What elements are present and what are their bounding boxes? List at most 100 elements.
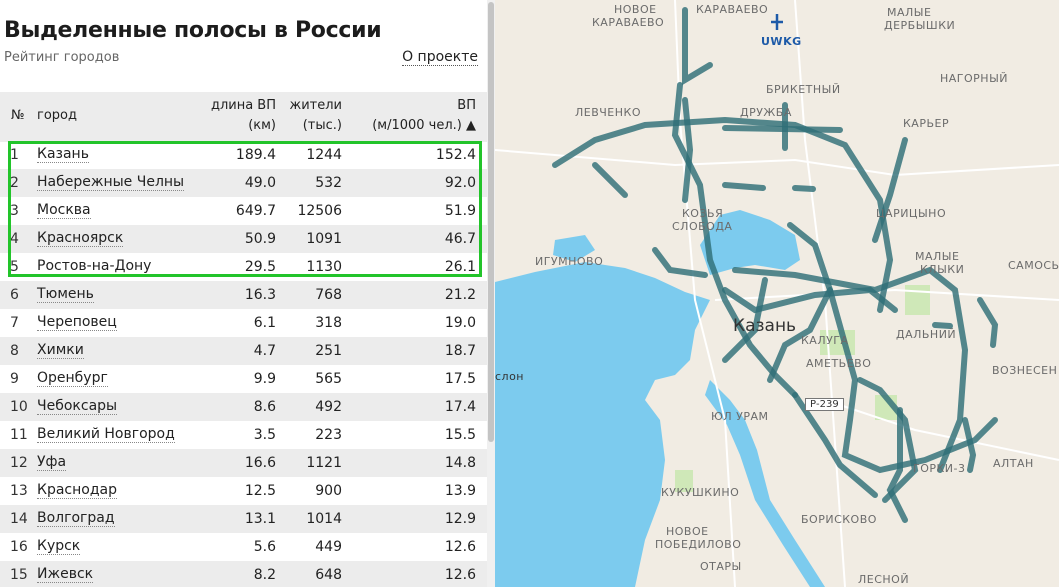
bus-lane	[886, 407, 908, 523]
map-label: ГОРКИ-3	[913, 462, 966, 475]
map-label: ПОБЕДИЛОВО	[655, 538, 742, 551]
row-population: 449	[315, 539, 342, 555]
header-population[interactable]: жители (тыс.)	[290, 96, 343, 136]
park-area	[905, 285, 930, 315]
row-num: 6	[10, 287, 19, 303]
row-population: 223	[315, 427, 342, 443]
row-city[interactable]: Тюмень	[37, 286, 94, 303]
map-label: БРИКЕТНЫЙ	[766, 83, 841, 96]
table-row[interactable]: 2 Набережные Челны 49.0 532 92.0	[0, 169, 487, 197]
table-row[interactable]: 1 Казань 189.4 1244 152.4	[0, 141, 487, 169]
table-row[interactable]: 8 Химки 4.7 251 18.7	[0, 337, 487, 365]
row-population: 318	[315, 315, 342, 331]
row-num: 2	[10, 175, 19, 191]
map-label: КУКУШКИНО	[661, 486, 740, 499]
road	[824, 399, 1059, 461]
row-num: 3	[10, 203, 19, 219]
row-population: 900	[315, 483, 342, 499]
map-label: ОТАРЫ	[700, 560, 742, 573]
table-row[interactable]: 15 Ижевск 8.2 648 12.6	[0, 561, 487, 587]
table-row[interactable]: 14 Волгоград 13.1 1014 12.9	[0, 505, 487, 533]
row-population: 1244	[306, 147, 342, 163]
row-num: 4	[10, 231, 19, 247]
table-row[interactable]: 12 Уфа 16.6 1121 14.8	[0, 449, 487, 477]
lake-water	[553, 235, 595, 262]
row-value: 17.5	[444, 371, 476, 387]
bus-lane	[652, 247, 708, 278]
row-population: 648	[315, 567, 342, 583]
table-row[interactable]: 6 Тюмень 16.3 768 21.2	[0, 281, 487, 309]
row-city[interactable]: Оренбург	[37, 370, 108, 387]
map-label: МАЛЫЕ	[887, 6, 932, 19]
row-num: 12	[10, 455, 28, 471]
bus-lane	[962, 417, 977, 473]
row-city[interactable]: Химки	[37, 342, 84, 359]
row-population: 1014	[306, 511, 342, 527]
header-length[interactable]: длина ВП (км)	[211, 96, 276, 136]
map-label: КАРАВАЕВО	[696, 3, 769, 16]
scrollbar-thumb[interactable]	[488, 2, 494, 442]
about-project-link[interactable]: О проекте	[402, 49, 478, 66]
table-row[interactable]: 5 Ростов-на-Дону 29.5 1130 26.1	[0, 253, 487, 281]
table-row[interactable]: 7 Череповец 6.1 318 19.0	[0, 309, 487, 337]
row-num: 11	[10, 427, 28, 443]
header-num[interactable]: №	[11, 108, 25, 123]
road	[794, 0, 846, 587]
table-row[interactable]: 4 Красноярск 50.9 1091 46.7	[0, 225, 487, 253]
map-label: КАЛУГА	[801, 334, 849, 347]
row-city[interactable]: Уфа	[37, 454, 67, 471]
row-length: 9.9	[253, 371, 276, 387]
row-city[interactable]: Ижевск	[37, 566, 94, 583]
bus-lane	[732, 266, 969, 473]
table-scrollbar[interactable]	[487, 0, 495, 587]
row-city[interactable]: Ростов-на-Дону	[37, 258, 152, 275]
row-city[interactable]: Набережные Челны	[37, 174, 185, 191]
bus-lane	[792, 392, 878, 498]
map-label: КАРЬЕР	[903, 117, 950, 130]
row-num: 16	[10, 539, 28, 555]
row-num: 5	[10, 259, 19, 275]
row-length: 13.1	[244, 511, 276, 527]
row-city[interactable]: Красноярск	[37, 230, 124, 247]
kazan-map[interactable]: НОВОЕ КАРАВАЕВО КАРАВАЕВО UWKG МАЛЫЕ ДЕР…	[495, 0, 1059, 587]
row-city[interactable]: Великий Новгород	[37, 426, 175, 443]
map-label: ДЕРБЫШКИ	[884, 19, 956, 32]
row-population: 1121	[306, 455, 342, 471]
map-label: ДАЛЬНИЙ	[896, 328, 957, 341]
row-value: 46.7	[444, 231, 476, 247]
bus-lane	[552, 116, 894, 313]
row-length: 16.3	[244, 287, 276, 303]
park-area	[675, 470, 693, 492]
city-label: Казань	[733, 316, 797, 336]
row-value: 12.6	[444, 539, 476, 555]
row-city[interactable]: Москва	[37, 202, 91, 219]
row-length: 49.0	[244, 175, 276, 191]
header-length-line2: (км)	[248, 118, 276, 133]
table-row[interactable]: 13 Краснодар 12.5 900 13.9	[0, 477, 487, 505]
row-length: 6.1	[253, 315, 276, 331]
road-shield: Р-239	[805, 398, 844, 411]
row-city[interactable]: Краснодар	[37, 482, 117, 499]
row-value: 14.8	[444, 455, 476, 471]
row-num: 15	[10, 567, 28, 583]
row-city[interactable]: Казань	[37, 146, 89, 163]
table-row[interactable]: 16 Курск 5.6 449 12.6	[0, 533, 487, 561]
map-label: слон	[495, 370, 525, 383]
row-value: 15.5	[444, 427, 476, 443]
row-city[interactable]: Волгоград	[37, 510, 115, 527]
map-label: АМЕТЬЕВО	[806, 357, 872, 370]
header-val-line2: (м/1000 чел.) ▲	[372, 118, 476, 133]
table-row[interactable]: 10 Чебоксары 8.6 492 17.4	[0, 393, 487, 421]
bus-lane	[767, 222, 834, 383]
header-value[interactable]: ВП (м/1000 чел.) ▲	[372, 96, 476, 136]
table-row[interactable]: 9 Оренбург 9.9 565 17.5	[0, 365, 487, 393]
table-row[interactable]: 11 Великий Новгород 3.5 223 15.5	[0, 421, 487, 449]
map-label: НАГОРНЫЙ	[940, 72, 1009, 85]
row-city[interactable]: Череповец	[37, 314, 117, 331]
row-length: 8.6	[253, 399, 276, 415]
row-city[interactable]: Чебоксары	[37, 398, 118, 415]
table-row[interactable]: 3 Москва 649.7 12506 51.9	[0, 197, 487, 225]
row-length: 4.7	[253, 343, 276, 359]
row-city[interactable]: Курск	[37, 538, 81, 555]
header-city[interactable]: город	[37, 108, 77, 123]
